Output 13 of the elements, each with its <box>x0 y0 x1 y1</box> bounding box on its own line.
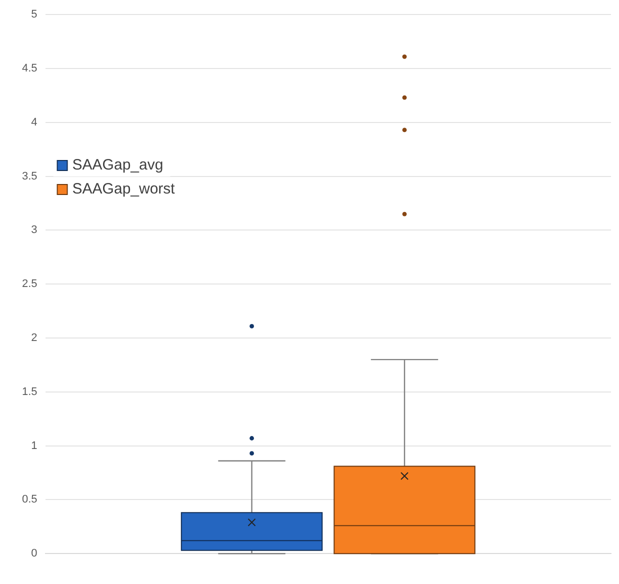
y-tick-label: 0.5 <box>22 494 38 506</box>
y-tick-label: 3.5 <box>22 170 38 182</box>
y-tick-label: 1.5 <box>22 386 38 398</box>
legend-label: SAAGap_worst <box>72 180 176 198</box>
y-tick-label: 1 <box>31 440 38 452</box>
y-tick-label: 2 <box>31 332 38 344</box>
y-tick-label: 4 <box>31 116 38 128</box>
y-tick-label: 2.5 <box>22 278 38 290</box>
legend-label: SAAGap_avg <box>72 156 164 174</box>
y-tick-label: 3 <box>31 224 38 236</box>
y-tick-label: 0 <box>31 548 38 560</box>
y-tick-label: 5 <box>31 8 38 21</box>
y-tick-label: 4.5 <box>22 62 38 75</box>
